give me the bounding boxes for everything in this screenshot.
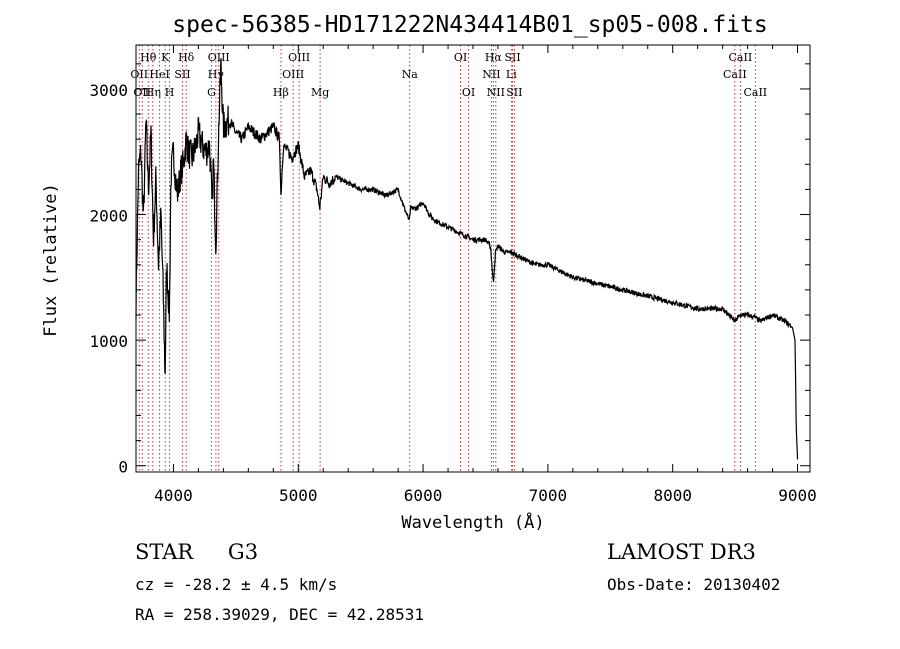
x-tick-label: 7000 <box>529 486 568 505</box>
line-markers: OIIOIIHθHηHeIKHSIIHδGHγOIIIHβOIIIOIIIMgN… <box>130 45 767 472</box>
subclass-label: G3 <box>227 540 259 564</box>
line-marker-label: Hα <box>485 51 503 64</box>
plot-frame <box>135 44 811 473</box>
line-marker-label: Hβ <box>273 86 289 99</box>
x-tick-label: 8000 <box>653 486 692 505</box>
line-marker-label: G <box>207 86 216 99</box>
line-marker-label: Li <box>506 68 517 81</box>
line-marker-label: K <box>161 51 170 64</box>
y-tick-label: 3000 <box>89 81 128 100</box>
coordinates: RA = 258.39029, DEC = 42.28531 <box>135 605 424 624</box>
observation-date: Obs-Date: 20130402 <box>607 575 781 594</box>
line-marker-label: OI <box>462 86 475 99</box>
line-marker-label: NII <box>482 68 500 81</box>
line-marker-label: Hδ <box>178 51 195 64</box>
line-marker-label: SII <box>174 68 190 81</box>
redshift-cz: cz = -28.2 ± 4.5 km/s <box>135 575 338 594</box>
object-class: STAR G3 <box>135 540 258 564</box>
line-marker-label: CaII <box>743 86 767 99</box>
line-marker-label: CaII <box>729 51 753 64</box>
x-tick-label: 4000 <box>154 486 193 505</box>
y-tick-label: 0 <box>118 458 128 477</box>
flux-series-line <box>135 57 799 460</box>
class-label: STAR <box>135 540 194 564</box>
line-marker-label: Mg <box>311 86 329 99</box>
y-axis-label: Flux (relative) <box>41 183 61 337</box>
line-marker-label: OIII <box>288 51 310 64</box>
axes <box>135 44 811 473</box>
line-marker-label: OII <box>130 68 148 81</box>
line-marker-label: Hη <box>145 86 161 99</box>
line-marker-label: NII <box>487 86 505 99</box>
line-marker-label: Na <box>402 68 419 81</box>
line-marker-label: Hθ <box>140 51 157 64</box>
line-marker-label: OI <box>454 51 467 64</box>
x-axis-label: Wavelength (Å) <box>401 511 544 533</box>
chart-title: spec-56385-HD171222N434414B01_sp05-008.f… <box>172 12 767 38</box>
y-tick-label: 1000 <box>89 332 128 351</box>
line-marker-label: HeI <box>149 68 169 81</box>
line-marker-label: CaII <box>723 68 747 81</box>
x-tick-label: 9000 <box>778 486 817 505</box>
line-marker-label: SII <box>504 51 520 64</box>
x-tick-label: 6000 <box>404 486 443 505</box>
x-tick-label: 5000 <box>279 486 318 505</box>
line-marker-label: H <box>165 86 175 99</box>
survey-name: LAMOST DR3 <box>607 540 756 564</box>
line-marker-label: SII <box>506 86 522 99</box>
axis-ticks: 4000 5000 6000 7000 8000 9000 0 1000 2000 3000 <box>89 45 817 505</box>
y-tick-label: 2000 <box>89 207 128 226</box>
line-marker-label: OIII <box>208 51 230 64</box>
line-marker-label: OIII <box>282 68 304 81</box>
